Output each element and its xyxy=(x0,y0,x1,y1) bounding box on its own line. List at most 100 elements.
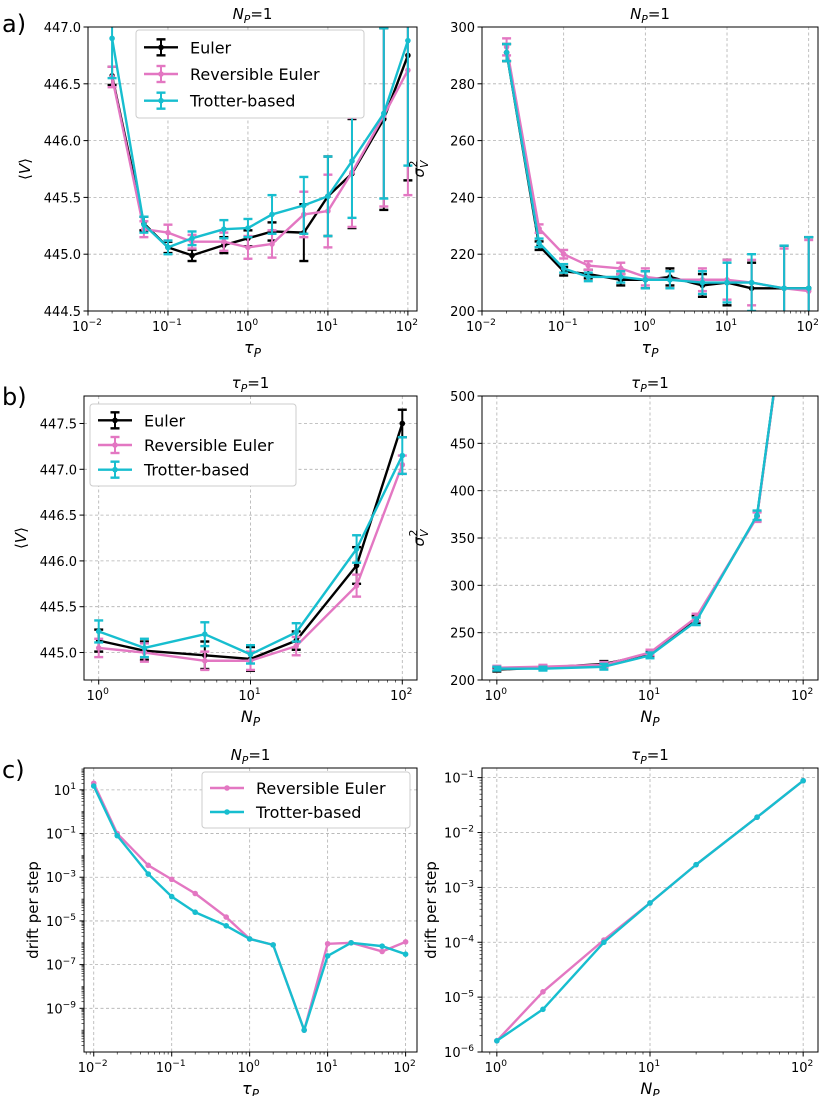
data-point xyxy=(379,948,385,955)
data-point xyxy=(601,663,607,670)
data-point xyxy=(560,265,567,272)
data-point xyxy=(202,657,208,664)
legend-label: Trotter-based xyxy=(255,803,361,822)
data-point xyxy=(165,229,171,236)
legend-label: Reversible Euler xyxy=(144,436,274,455)
y-axis-label: ⟨V⟩ xyxy=(16,158,34,180)
data-point xyxy=(540,1006,546,1013)
chart-b-left: 100 101 102 445.0 445.5 446.0 446.5 447.0 447.5 τ… xyxy=(12,374,418,729)
data-point xyxy=(560,251,567,257)
chart-title: NP=1 xyxy=(233,5,273,26)
data-point xyxy=(754,512,760,519)
y-tick-label: 250 xyxy=(450,627,475,642)
data-point xyxy=(293,629,299,636)
data-point xyxy=(381,110,387,117)
data-point xyxy=(145,871,152,877)
legend-box xyxy=(201,771,411,829)
data-point xyxy=(141,221,147,228)
x-tick-label: 101 xyxy=(316,318,338,335)
legend-item-trotter-based: Trotter-based xyxy=(144,91,295,111)
y-axis-label: drift per step xyxy=(24,861,42,959)
data-point xyxy=(245,225,251,231)
legend-item-reversible-euler: Reversible Euler xyxy=(210,779,386,798)
data-point xyxy=(189,235,195,242)
data-point xyxy=(293,643,299,649)
data-point xyxy=(353,562,360,569)
x-tick-label: 101 xyxy=(715,318,737,335)
data-point xyxy=(95,645,102,651)
y-tick-label: 10−1 xyxy=(46,826,76,843)
plots: 10−2 10−1 100 101 102 444.5 445.0 445.5 446.0 446… xyxy=(12,5,819,1096)
data-point xyxy=(399,452,406,459)
legend-label: Reversible Euler xyxy=(190,65,320,84)
data-point xyxy=(202,631,208,637)
y-tick-label: 445.5 xyxy=(44,191,81,206)
legend-label: Trotter-based xyxy=(189,92,295,111)
data-point xyxy=(349,158,355,164)
x-tick-label: 101 xyxy=(638,1059,660,1076)
x-axis-label: τP xyxy=(642,338,660,360)
data-point xyxy=(145,862,152,869)
x-tick-label: 102 xyxy=(390,687,412,704)
legend-marker xyxy=(224,809,230,815)
data-point xyxy=(800,175,806,181)
panel-label-a: a) xyxy=(2,10,26,38)
data-point xyxy=(724,279,730,286)
data-point xyxy=(223,922,230,929)
y-tick-label: 445.0 xyxy=(44,248,81,263)
series-trotter-based xyxy=(107,27,413,256)
data-point xyxy=(805,285,812,292)
x-tick-label: 102 xyxy=(396,318,418,335)
data-point xyxy=(693,618,699,625)
data-point xyxy=(800,175,806,181)
axes-frame xyxy=(481,767,819,1053)
series-layer xyxy=(94,408,407,673)
legend: Euler Reversible Euler Trotter-based xyxy=(135,29,365,119)
data-point xyxy=(192,890,198,897)
x-axis-label: τP xyxy=(244,338,262,360)
y-tick-label: 445.5 xyxy=(40,601,77,616)
data-point xyxy=(601,939,607,946)
x-tick-label: 101 xyxy=(315,1059,337,1076)
data-point xyxy=(647,900,653,906)
data-point xyxy=(221,226,227,233)
y-tick-label: 400 xyxy=(450,485,475,500)
chart-a-right: 10−2 10−1 100 101 102 200 220 240 260 280 300 NP=1 τ… xyxy=(407,5,819,360)
series-line-trotter-based xyxy=(505,52,809,290)
panel-label-b: b) xyxy=(2,383,27,411)
series-trotter-based xyxy=(492,175,806,672)
data-point xyxy=(325,193,331,200)
y-tick-label: 240 xyxy=(450,191,475,206)
legend-marker xyxy=(224,785,230,791)
series-trotter-based xyxy=(494,777,806,1044)
series-layer xyxy=(107,27,413,263)
legend: Reversible Euler Trotter-based xyxy=(201,771,411,829)
data-point xyxy=(269,241,275,247)
axes-frame xyxy=(83,767,418,1053)
data-point xyxy=(503,49,510,56)
y-tick-label: 10−3 xyxy=(444,880,474,897)
data-point xyxy=(748,279,755,286)
series-line-trotter-based xyxy=(110,38,410,249)
y-axis-label: σV2 xyxy=(407,159,431,178)
data-point xyxy=(781,285,787,292)
x-tick-label: 100 xyxy=(238,1059,261,1076)
axes-frame xyxy=(481,26,819,312)
series-layer xyxy=(502,37,814,311)
data-point xyxy=(90,783,97,789)
y-tick-label: 446.5 xyxy=(44,78,81,93)
x-tick-label: 10−1 xyxy=(548,318,578,335)
y-tick-label: 220 xyxy=(450,248,475,263)
x-axis-label: NP xyxy=(640,1079,660,1096)
data-point xyxy=(114,832,121,839)
series-euler xyxy=(502,42,814,311)
x-tick-label: 102 xyxy=(797,318,819,335)
x-tick-label: 10−2 xyxy=(78,1059,108,1076)
data-point xyxy=(585,262,592,269)
series-line-euler xyxy=(505,52,809,290)
y-tick-label: 300 xyxy=(450,579,475,594)
legend-marker xyxy=(158,71,164,77)
data-point xyxy=(141,645,148,651)
series-layer xyxy=(494,777,806,1044)
y-tick-label: 200 xyxy=(450,674,475,689)
